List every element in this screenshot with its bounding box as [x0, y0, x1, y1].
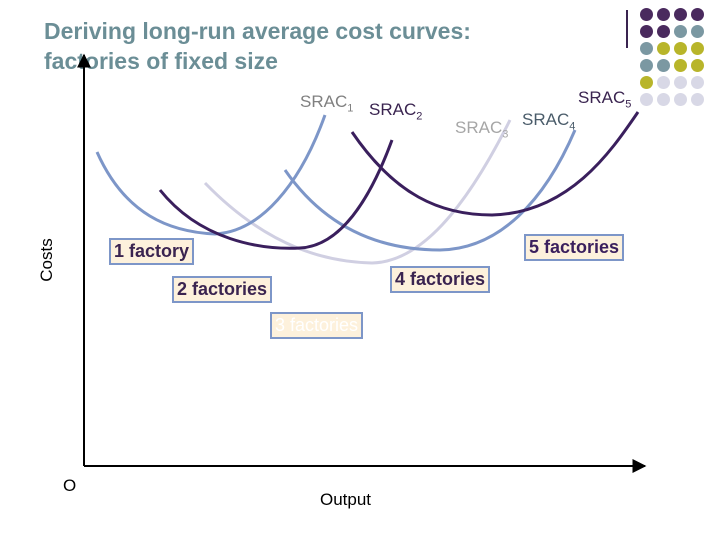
decorative-dot [640, 25, 653, 38]
srac-5-curve [350, 111, 640, 217]
decorative-dot [674, 59, 687, 72]
decorative-dot [674, 25, 687, 38]
decorative-dot [674, 8, 687, 21]
decorative-dot [674, 42, 687, 55]
decorative-dot [640, 93, 653, 106]
decorative-dot [674, 76, 687, 89]
x-axis-label: Output [320, 490, 372, 509]
srac-4-label: SRAC4 [522, 110, 576, 133]
decorative-dot [674, 93, 687, 106]
label-4-factories: 4 factories [390, 266, 491, 293]
srac-5-label: SRAC5 [578, 88, 632, 111]
label-2-factories: 2 factories [172, 276, 273, 303]
y-axis-label: Costs [37, 238, 56, 282]
decorative-dot [640, 59, 653, 72]
decorative-dot [657, 8, 670, 21]
label-1-factory: 1 factory [109, 238, 195, 265]
decorative-dot-grid [640, 8, 704, 106]
decorative-dot [691, 93, 704, 106]
srac-1-label: SRAC1 [300, 92, 354, 115]
srac-4-curve [283, 129, 577, 252]
srac-3-label: SRAC3 [455, 118, 509, 141]
srac-2-curve [158, 139, 394, 250]
title-line-1: Deriving long-run average cost curves: [44, 18, 471, 44]
slide-title: Deriving long-run average cost curves: f… [44, 16, 471, 76]
decorative-dot [640, 42, 653, 55]
label-5-factories: 5 factories [524, 234, 625, 261]
decorative-dot [691, 76, 704, 89]
decorative-dot [640, 76, 653, 89]
label-3-factories: 3 factories [270, 312, 364, 339]
decorative-dot [657, 42, 670, 55]
srac-1-curve [95, 114, 327, 236]
srac-3-curve [203, 119, 512, 265]
decorative-dot [640, 8, 653, 21]
decorative-bar [626, 10, 628, 48]
decorative-dot [691, 25, 704, 38]
decorative-dot [691, 59, 704, 72]
srac-2-label: SRAC2 [369, 100, 423, 123]
decorative-dot [691, 42, 704, 55]
decorative-dot [691, 8, 704, 21]
decorative-dot [657, 93, 670, 106]
decorative-dot [657, 76, 670, 89]
origin-label: O [63, 476, 77, 495]
decorative-dot [657, 59, 670, 72]
decorative-dot [657, 25, 670, 38]
